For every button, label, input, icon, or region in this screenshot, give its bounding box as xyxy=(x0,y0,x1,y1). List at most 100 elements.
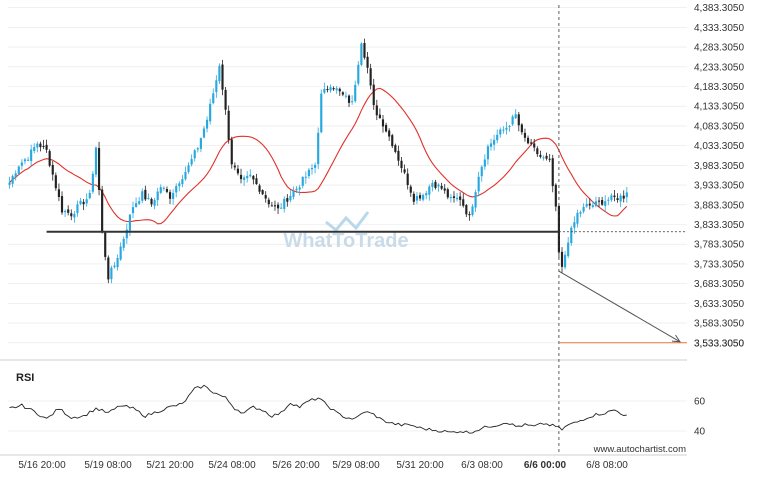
candle-body xyxy=(394,145,397,152)
candle-body xyxy=(474,192,477,208)
y-tick-label: 3,933.3050 xyxy=(694,181,744,192)
candle-body xyxy=(434,181,437,188)
candle-body xyxy=(135,203,138,207)
candle-body xyxy=(165,189,169,192)
candle-body xyxy=(270,205,273,207)
candle-body xyxy=(116,257,119,268)
candle-body xyxy=(162,187,165,189)
x-axis: 5/16 20:00 5/19 08:00 5/21 20:00 5/24 08:00… xyxy=(18,460,628,471)
candle-body xyxy=(536,148,539,155)
candle-body xyxy=(452,196,456,198)
candle-body xyxy=(502,129,505,131)
candle-body xyxy=(388,130,391,137)
rsi-panel: RSI 60 40 xyxy=(8,372,706,438)
candle-body xyxy=(104,232,107,257)
candle-body xyxy=(338,88,341,92)
candle-body xyxy=(60,196,64,213)
candle-body xyxy=(141,191,144,201)
candle-body xyxy=(446,189,449,198)
candle-body xyxy=(357,64,360,84)
y-tick-label: 4,133.3050 xyxy=(694,102,744,113)
y-tick-label: 3,883.3050 xyxy=(694,200,744,211)
candle-body xyxy=(301,176,304,186)
candle-body xyxy=(233,165,236,168)
candle-body xyxy=(45,144,48,150)
candle-body xyxy=(94,147,98,175)
candle-body xyxy=(505,127,508,130)
y-tick-label: 3,683.3050 xyxy=(694,279,744,290)
candle-body xyxy=(326,89,329,91)
candle-body xyxy=(212,93,215,104)
candle-body xyxy=(341,92,344,95)
candle-body xyxy=(551,158,554,187)
candle-body xyxy=(314,164,317,168)
candle-body xyxy=(190,159,193,165)
x-tick-label: 5/29 08:00 xyxy=(332,460,380,471)
candle-body xyxy=(289,195,292,201)
candle-body xyxy=(113,265,116,268)
candle-body xyxy=(347,95,351,103)
x-tick-label: 6/8 08:00 xyxy=(586,460,628,471)
candle-body xyxy=(76,204,79,214)
y-tick-label: 4,033.3050 xyxy=(694,141,744,152)
candle-body xyxy=(138,201,141,204)
candle-body xyxy=(150,198,153,205)
candle-body xyxy=(483,159,486,167)
candle-body xyxy=(39,143,42,148)
x-tick-label: 6/6 00:00 xyxy=(524,460,567,471)
candle-body xyxy=(397,150,400,161)
candle-body xyxy=(168,192,172,199)
candle-body xyxy=(215,80,218,92)
candle-body xyxy=(119,246,122,260)
candle-body xyxy=(517,114,520,126)
candle-body xyxy=(20,162,23,166)
candle-body xyxy=(107,257,110,280)
candle-body xyxy=(514,114,517,119)
candle-body xyxy=(344,95,348,97)
y-tick-label: 4,183.3050 xyxy=(694,82,744,93)
candle-body xyxy=(548,158,551,160)
candle-body xyxy=(224,89,227,110)
candle-body xyxy=(8,182,11,185)
candle-body xyxy=(471,206,474,215)
candle-body xyxy=(418,195,422,199)
candle-body xyxy=(205,119,209,129)
candle-body xyxy=(594,201,598,206)
candle-body xyxy=(597,200,601,202)
candle-body xyxy=(437,184,440,187)
candle-body xyxy=(560,251,564,267)
y-tick-label: 4,383.3050 xyxy=(694,3,744,14)
candle-body xyxy=(249,174,252,177)
candle-body xyxy=(323,88,326,93)
candle-body xyxy=(391,135,394,147)
candle-body xyxy=(443,188,446,191)
candle-body xyxy=(172,192,175,199)
footer-url[interactable]: www.autochartist.com xyxy=(593,444,686,455)
candle-body xyxy=(573,222,576,228)
projection-arrow-line xyxy=(558,270,681,343)
candle-body xyxy=(616,198,619,200)
candle-body xyxy=(499,129,502,135)
candle-body xyxy=(181,179,184,185)
x-tick-label: 5/24 08:00 xyxy=(208,460,256,471)
candle-body xyxy=(601,200,604,205)
pattern-overlays: 3,533.3050 xyxy=(46,5,744,454)
y-tick-label: 3,633.3050 xyxy=(694,299,744,310)
candle-body xyxy=(23,159,27,162)
candle-body xyxy=(184,171,187,180)
candle-body xyxy=(276,204,280,209)
candle-body xyxy=(144,189,147,200)
candle-body xyxy=(375,105,378,116)
candle-body xyxy=(101,189,104,233)
x-tick-label: 5/16 20:00 xyxy=(18,460,66,471)
candle-body xyxy=(193,150,196,159)
candle-body xyxy=(455,197,459,200)
candle-body xyxy=(539,154,542,157)
candle-body xyxy=(230,139,233,165)
candle-body xyxy=(292,191,295,197)
moving-average-path xyxy=(9,87,628,225)
candle-body xyxy=(283,198,286,209)
candle-body xyxy=(159,187,162,193)
candlesticks xyxy=(8,38,628,284)
candle-body xyxy=(625,192,628,198)
